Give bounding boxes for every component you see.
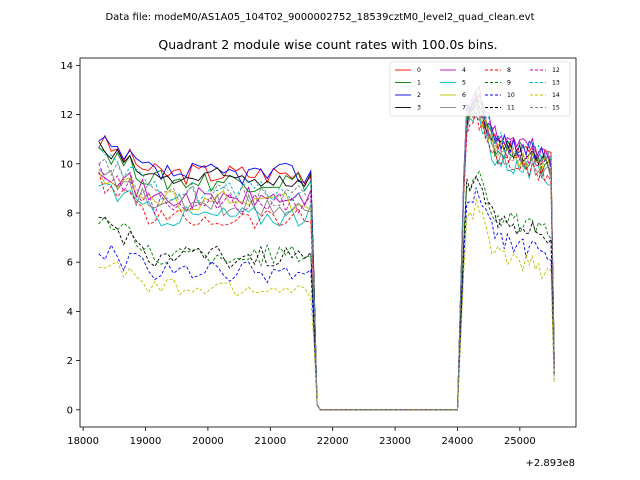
series-line-12: [98, 91, 555, 411]
series-line-3: [98, 94, 555, 411]
legend-label-0: 0: [417, 67, 421, 74]
x-tick-label: 24000: [442, 436, 474, 447]
legend-label-6: 6: [462, 92, 466, 99]
x-tick-label: 19000: [130, 436, 162, 447]
y-tick-label: 2: [67, 356, 73, 367]
x-axis: 18000 19000 20000 21000 22000 23000 24000 25000: [67, 427, 536, 447]
legend-box: [389, 61, 571, 117]
series-line-13: [98, 93, 555, 411]
y-axis: 0 2 4 6 8 10 12 14: [60, 61, 80, 416]
legend-label-2: 2: [417, 92, 421, 99]
x-tick-label: 23000: [379, 436, 411, 447]
series-line-11: [98, 175, 555, 411]
legend-label-12: 12: [552, 67, 560, 74]
x-tick-label: 25000: [504, 436, 536, 447]
legend-label-15: 15: [552, 105, 560, 112]
x-tick-label: 18000: [67, 436, 99, 447]
series-line-9: [98, 170, 555, 411]
legend-label-14: 14: [552, 92, 560, 99]
y-tick-label: 8: [67, 208, 73, 219]
series-line-10: [98, 187, 555, 411]
figure-suptitle: Data file: modeM0/AS1A05_104T02_90000027…: [105, 12, 534, 23]
series-line-2: [98, 96, 555, 411]
legend-label-5: 5: [462, 80, 466, 87]
axes-frame: [79, 57, 577, 428]
x-tick-label: 20000: [192, 436, 224, 447]
plot-area: [98, 85, 555, 411]
series-line-8: [98, 110, 555, 411]
legend-label-10: 10: [507, 92, 515, 99]
legend-label-3: 3: [417, 105, 421, 112]
legend-label-9: 9: [507, 80, 511, 87]
x-tick-label: 22000: [317, 436, 349, 447]
legend-label-8: 8: [507, 67, 511, 74]
legend-label-1: 1: [417, 80, 421, 87]
legend-label-4: 4: [462, 67, 466, 74]
legend-label-13: 13: [552, 80, 560, 87]
x-tick-label: 21000: [254, 436, 286, 447]
y-tick-label: 14: [60, 61, 73, 72]
y-tick-label: 10: [60, 159, 73, 170]
series-line-7: [98, 109, 555, 411]
legend-label-11: 11: [507, 105, 515, 112]
legend-label-7: 7: [462, 105, 466, 112]
series-line-14: [98, 198, 555, 411]
series-line-15: [98, 99, 555, 411]
series-line-1: [98, 97, 555, 411]
y-tick-label: 6: [67, 258, 73, 269]
series-line-5: [98, 104, 555, 411]
chart-title: Quadrant 2 module wise count rates with …: [158, 37, 497, 52]
y-tick-label: 4: [67, 307, 73, 318]
x-offset-label: +2.893e8: [525, 458, 575, 469]
y-tick-label: 12: [60, 110, 73, 121]
y-tick-label: 0: [67, 405, 73, 416]
series-line-0: [98, 93, 555, 411]
series-line-6: [98, 101, 555, 411]
